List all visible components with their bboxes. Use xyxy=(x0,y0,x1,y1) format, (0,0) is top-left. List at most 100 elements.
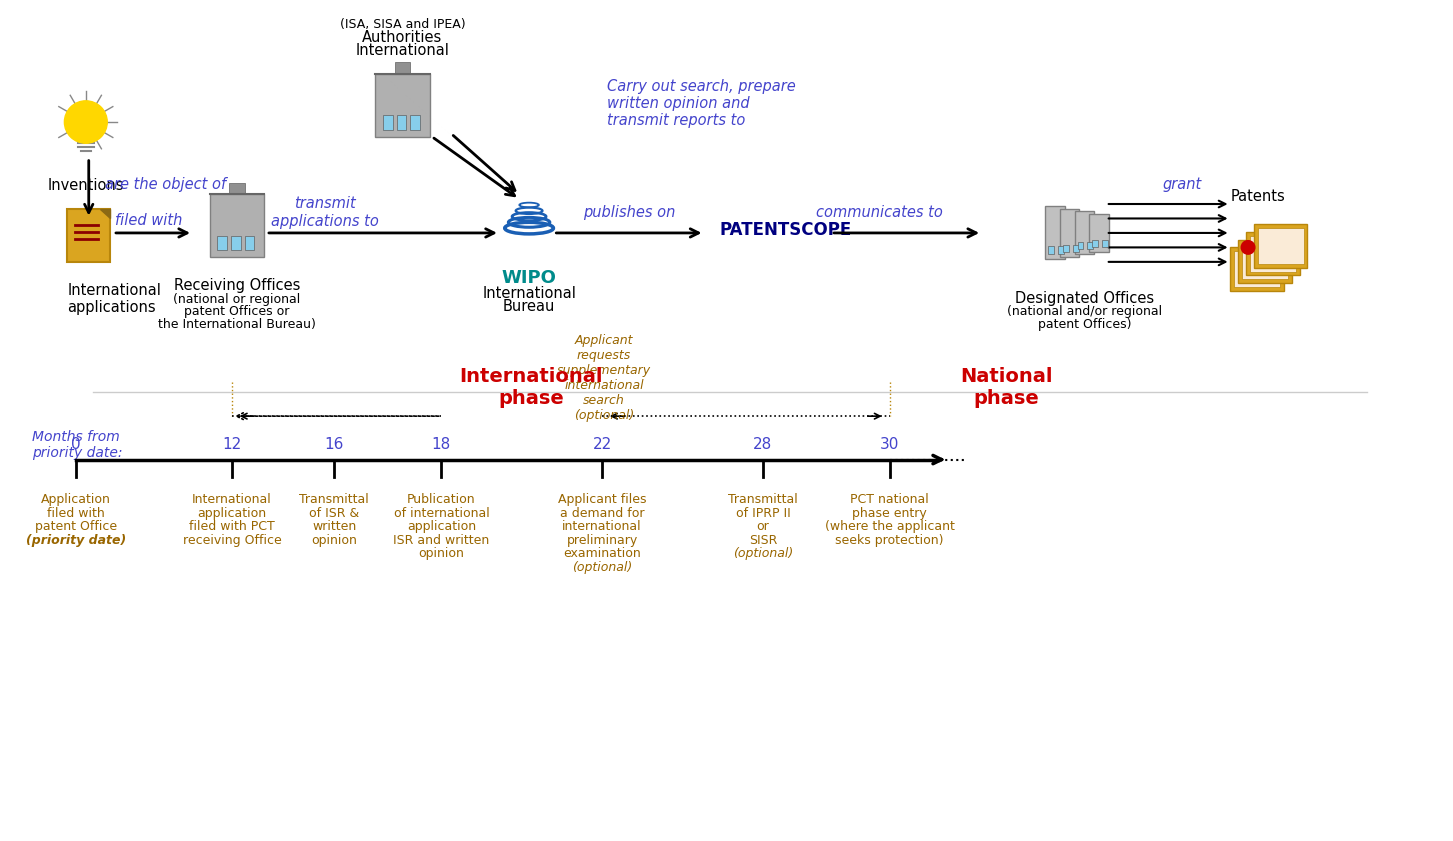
Text: (optional): (optional) xyxy=(572,561,632,574)
Text: Patents: Patents xyxy=(1231,188,1284,204)
FancyBboxPatch shape xyxy=(1093,240,1098,247)
Text: International: International xyxy=(356,44,449,58)
Text: Carry out search, prepare
written opinion and
transmit reports to: Carry out search, prepare written opinio… xyxy=(607,79,796,129)
FancyBboxPatch shape xyxy=(1101,240,1107,247)
Text: or: or xyxy=(757,521,769,533)
FancyBboxPatch shape xyxy=(1064,245,1069,252)
FancyBboxPatch shape xyxy=(1045,206,1065,259)
Text: Transmittal: Transmittal xyxy=(728,494,798,506)
Text: 18: 18 xyxy=(432,436,450,452)
Text: Months from
priority date:: Months from priority date: xyxy=(32,430,122,460)
Text: International
applications: International applications xyxy=(67,283,161,315)
FancyBboxPatch shape xyxy=(1072,245,1078,252)
Text: Receiving Offices: Receiving Offices xyxy=(174,278,299,294)
FancyBboxPatch shape xyxy=(1254,225,1308,267)
FancyBboxPatch shape xyxy=(209,194,264,257)
FancyBboxPatch shape xyxy=(1058,246,1064,254)
Text: application: application xyxy=(407,521,477,533)
Text: 0: 0 xyxy=(71,436,81,452)
Text: of IPRP II: of IPRP II xyxy=(735,507,790,520)
Text: PCT national: PCT national xyxy=(850,494,928,506)
FancyBboxPatch shape xyxy=(230,182,244,194)
Text: opinion: opinion xyxy=(418,547,465,560)
Text: Inventions: Inventions xyxy=(48,178,124,193)
FancyBboxPatch shape xyxy=(410,115,420,130)
FancyBboxPatch shape xyxy=(231,235,241,251)
Text: International: International xyxy=(192,494,272,506)
Text: Authorities: Authorities xyxy=(362,30,443,45)
Text: National
phase: National phase xyxy=(960,367,1052,408)
Text: (where the applicant: (where the applicant xyxy=(825,521,955,533)
FancyBboxPatch shape xyxy=(1235,251,1280,287)
Text: Applicant
requests
supplementary
international
search
(optional): Applicant requests supplementary interna… xyxy=(556,334,651,422)
FancyBboxPatch shape xyxy=(1231,247,1284,291)
FancyBboxPatch shape xyxy=(67,209,110,262)
Text: the International Bureau): the International Bureau) xyxy=(158,318,315,331)
Text: Transmittal: Transmittal xyxy=(299,494,369,506)
Text: patent Offices or: patent Offices or xyxy=(185,305,289,318)
Text: written: written xyxy=(312,521,356,533)
Text: Bureau: Bureau xyxy=(503,299,555,315)
FancyBboxPatch shape xyxy=(1078,241,1084,249)
Text: of ISR &: of ISR & xyxy=(309,507,359,520)
Text: Publication: Publication xyxy=(407,494,475,506)
Text: ISR and written: ISR and written xyxy=(394,534,490,547)
Text: Designated Offices: Designated Offices xyxy=(1014,291,1154,306)
Text: 30: 30 xyxy=(881,436,899,452)
FancyBboxPatch shape xyxy=(1247,232,1299,275)
Text: of international: of international xyxy=(394,507,490,520)
Text: SISR: SISR xyxy=(748,534,777,547)
Circle shape xyxy=(1241,241,1255,254)
Text: (ISA, SISA and IPEA): (ISA, SISA and IPEA) xyxy=(340,19,465,31)
Text: communicates to: communicates to xyxy=(817,205,943,220)
Polygon shape xyxy=(100,209,110,219)
FancyBboxPatch shape xyxy=(1242,244,1287,279)
FancyBboxPatch shape xyxy=(1075,211,1094,254)
Text: application: application xyxy=(198,507,266,520)
Text: 22: 22 xyxy=(593,436,612,452)
FancyBboxPatch shape xyxy=(384,115,392,130)
FancyBboxPatch shape xyxy=(244,235,254,251)
Text: patent Office: patent Office xyxy=(35,521,118,533)
Text: seeks protection): seeks protection) xyxy=(835,534,944,547)
Text: grant: grant xyxy=(1162,177,1202,193)
Text: examination: examination xyxy=(564,547,641,560)
Text: 28: 28 xyxy=(753,436,773,452)
FancyBboxPatch shape xyxy=(1250,235,1296,272)
Text: (priority date): (priority date) xyxy=(26,534,126,547)
FancyBboxPatch shape xyxy=(375,74,430,136)
FancyBboxPatch shape xyxy=(397,115,407,130)
Text: (national or regional: (national or regional xyxy=(173,293,301,306)
Text: opinion: opinion xyxy=(311,534,357,547)
Text: WIPO: WIPO xyxy=(501,268,556,287)
Text: filed with: filed with xyxy=(46,507,105,520)
FancyBboxPatch shape xyxy=(218,235,227,251)
Text: International: International xyxy=(482,286,575,301)
FancyBboxPatch shape xyxy=(1238,240,1292,283)
FancyBboxPatch shape xyxy=(1258,228,1303,264)
Text: Applicant files: Applicant files xyxy=(558,494,647,506)
Text: filed with: filed with xyxy=(115,213,183,228)
Text: preliminary: preliminary xyxy=(567,534,638,547)
Text: (optional): (optional) xyxy=(732,547,793,560)
Text: receiving Office: receiving Office xyxy=(183,534,282,547)
Text: publishes on: publishes on xyxy=(583,205,676,220)
Text: 16: 16 xyxy=(324,436,344,452)
Text: (national and/or regional: (national and/or regional xyxy=(1007,305,1162,318)
FancyBboxPatch shape xyxy=(395,62,410,74)
Text: 12: 12 xyxy=(222,436,241,452)
FancyBboxPatch shape xyxy=(1090,214,1109,252)
Circle shape xyxy=(64,101,108,143)
Text: international: international xyxy=(562,521,642,533)
Text: a demand for: a demand for xyxy=(559,507,644,520)
Text: patent Offices): patent Offices) xyxy=(1037,318,1130,331)
Text: phase entry: phase entry xyxy=(851,507,927,520)
Text: transmit
applications to: transmit applications to xyxy=(270,197,378,229)
Text: PATENTSCOPE: PATENTSCOPE xyxy=(719,221,851,239)
FancyBboxPatch shape xyxy=(1048,246,1055,254)
Text: filed with PCT: filed with PCT xyxy=(189,521,275,533)
Text: International
phase: International phase xyxy=(459,367,603,408)
Text: Application: Application xyxy=(41,494,110,506)
Text: are the object of: are the object of xyxy=(105,177,227,193)
FancyBboxPatch shape xyxy=(1061,209,1080,257)
